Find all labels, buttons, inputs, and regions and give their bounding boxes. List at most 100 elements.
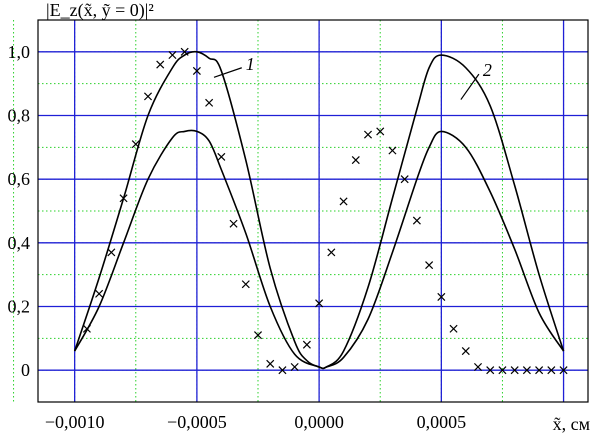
- minor-grid: [13, 19, 588, 403]
- marker-stroke: [339, 197, 348, 206]
- marker-stroke: [400, 175, 409, 184]
- series-2-line: [73, 129, 565, 370]
- data-marker: [461, 347, 470, 356]
- x-tick-label: 0,0000: [294, 412, 344, 432]
- x-tick-labels: −0,0010 −0,0005 0,0000 0,0005: [45, 412, 466, 432]
- marker-stroke: [473, 362, 483, 372]
- y-tick-label: 0,6: [8, 169, 31, 189]
- marker-stroke: [217, 152, 226, 161]
- marker-stroke: [437, 292, 446, 301]
- marker-stroke: [266, 359, 275, 368]
- data-marker: [143, 92, 153, 101]
- marker-stroke: [168, 50, 177, 60]
- data-marker: [168, 50, 177, 60]
- data-marker: [547, 366, 556, 375]
- data-marker: [241, 280, 250, 289]
- data-marker: [205, 98, 214, 107]
- data-marker: [229, 219, 238, 228]
- data-marker: [473, 362, 483, 372]
- marker-stroke: [278, 366, 287, 375]
- marker-stroke: [461, 347, 470, 356]
- marker-stroke: [95, 289, 104, 298]
- curves: [73, 50, 565, 370]
- data-marker: [82, 324, 91, 333]
- y-axis-label: |E_z(x̃, ỹ = 0)|²: [46, 0, 154, 21]
- marker-stroke: [131, 140, 140, 149]
- marker-stroke: [107, 248, 116, 257]
- marker-stroke: [449, 324, 458, 333]
- data-marker: [522, 366, 531, 375]
- data-marker: [119, 194, 128, 203]
- marker-stroke: [498, 366, 507, 375]
- marker-stroke: [82, 324, 91, 333]
- marker-stroke: [388, 146, 397, 155]
- x-axis-label: x̃, см: [553, 414, 590, 434]
- marker-stroke: [143, 92, 153, 101]
- marker-stroke: [229, 219, 238, 228]
- marker-stroke: [192, 66, 201, 75]
- y-tick-label: 0,2: [8, 297, 31, 317]
- marker-stroke: [376, 127, 385, 136]
- marker-stroke: [180, 47, 189, 56]
- data-marker: [156, 60, 165, 69]
- marker-stroke: [205, 98, 214, 107]
- data-marker: [302, 340, 311, 349]
- data-marker: [351, 156, 360, 165]
- data-marker: [425, 261, 434, 270]
- data-marker: [327, 248, 336, 257]
- marker-stroke: [241, 280, 250, 289]
- data-marker: [131, 140, 140, 149]
- series-label-leader: [460, 73, 480, 100]
- data-marker: [217, 152, 226, 161]
- data-marker: [510, 366, 519, 375]
- marker-stroke: [302, 340, 311, 349]
- data-marker: [192, 66, 201, 75]
- data-marker: [315, 299, 324, 308]
- marker-stroke: [315, 299, 324, 308]
- y-tick-label: 0: [21, 360, 30, 380]
- data-marker: [388, 146, 397, 155]
- data-marker: [376, 127, 385, 136]
- data-marker: [412, 216, 421, 225]
- y-tick-label: 0,8: [8, 106, 31, 126]
- marker-stroke: [425, 261, 434, 270]
- data-marker: [437, 292, 446, 301]
- data-marker: [559, 366, 568, 375]
- marker-stroke: [363, 130, 373, 139]
- marker-stroke: [351, 156, 360, 165]
- data-marker: [180, 47, 189, 56]
- marker-stroke: [535, 366, 544, 375]
- marker-stroke: [486, 366, 495, 375]
- data-marker: [107, 248, 116, 257]
- y-tick-labels: 0 0,2 0,4 0,6 0,8 1,0: [8, 42, 31, 380]
- marker-stroke: [119, 194, 128, 203]
- plot-frame: [37, 19, 589, 403]
- data-marker: [486, 366, 495, 375]
- series-label-leader: [213, 67, 242, 78]
- series-label: 1: [246, 54, 255, 74]
- marker-stroke: [327, 248, 336, 257]
- data-marker: [535, 366, 544, 375]
- marker-stroke: [559, 366, 568, 375]
- y-tick-label: 0,4: [8, 233, 31, 253]
- data-marker: [400, 175, 409, 184]
- data-marker: [278, 366, 287, 375]
- y-tick-label: 1,0: [8, 42, 31, 62]
- data-marker: [363, 130, 373, 139]
- x-tick-label: −0,0005: [167, 412, 227, 432]
- x-tick-label: 0,0005: [417, 412, 467, 432]
- x-tick-label: −0,0010: [45, 412, 105, 432]
- data-marker: [266, 359, 275, 368]
- data-marker: [498, 366, 507, 375]
- series-label: 2: [483, 60, 492, 80]
- data-marker: [290, 362, 299, 372]
- marker-stroke: [547, 366, 556, 375]
- data-marker: [95, 289, 104, 298]
- marker-stroke: [412, 216, 421, 225]
- marker-stroke: [156, 60, 165, 69]
- marker-stroke: [290, 362, 299, 372]
- marker-stroke: [510, 366, 519, 375]
- data-marker: [253, 331, 263, 340]
